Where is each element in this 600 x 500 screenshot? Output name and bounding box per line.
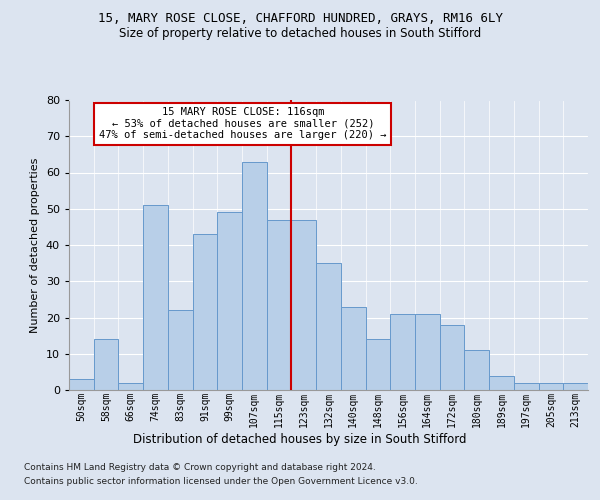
Text: 15 MARY ROSE CLOSE: 116sqm
← 53% of detached houses are smaller (252)
47% of sem: 15 MARY ROSE CLOSE: 116sqm ← 53% of deta… (99, 108, 386, 140)
Bar (464, 350, 489, 390)
Bar (316, 263, 341, 390)
Bar (193, 234, 217, 390)
Text: Contains HM Land Registry data © Crown copyright and database right 2024.: Contains HM Land Registry data © Crown c… (24, 464, 376, 472)
Bar (168, 310, 193, 390)
Text: Contains public sector information licensed under the Open Government Licence v3: Contains public sector information licen… (24, 477, 418, 486)
Y-axis label: Number of detached properties: Number of detached properties (30, 158, 40, 332)
Bar (539, 383, 563, 390)
Text: 15, MARY ROSE CLOSE, CHAFFORD HUNDRED, GRAYS, RM16 6LY: 15, MARY ROSE CLOSE, CHAFFORD HUNDRED, G… (97, 12, 503, 26)
Bar (563, 383, 588, 390)
Bar (390, 314, 415, 390)
Bar (292, 220, 316, 390)
Text: Distribution of detached houses by size in South Stifford: Distribution of detached houses by size … (133, 432, 467, 446)
Bar (341, 306, 365, 390)
Bar (118, 383, 143, 390)
Bar (217, 212, 242, 390)
Bar (267, 220, 292, 390)
Text: Size of property relative to detached houses in South Stifford: Size of property relative to detached ho… (119, 28, 481, 40)
Bar (94, 339, 118, 390)
Bar (69, 379, 94, 390)
Bar (514, 383, 539, 390)
Bar (365, 339, 390, 390)
Bar (489, 376, 514, 390)
Bar (440, 325, 464, 390)
Bar (242, 162, 267, 390)
Bar (143, 205, 168, 390)
Bar (415, 314, 440, 390)
